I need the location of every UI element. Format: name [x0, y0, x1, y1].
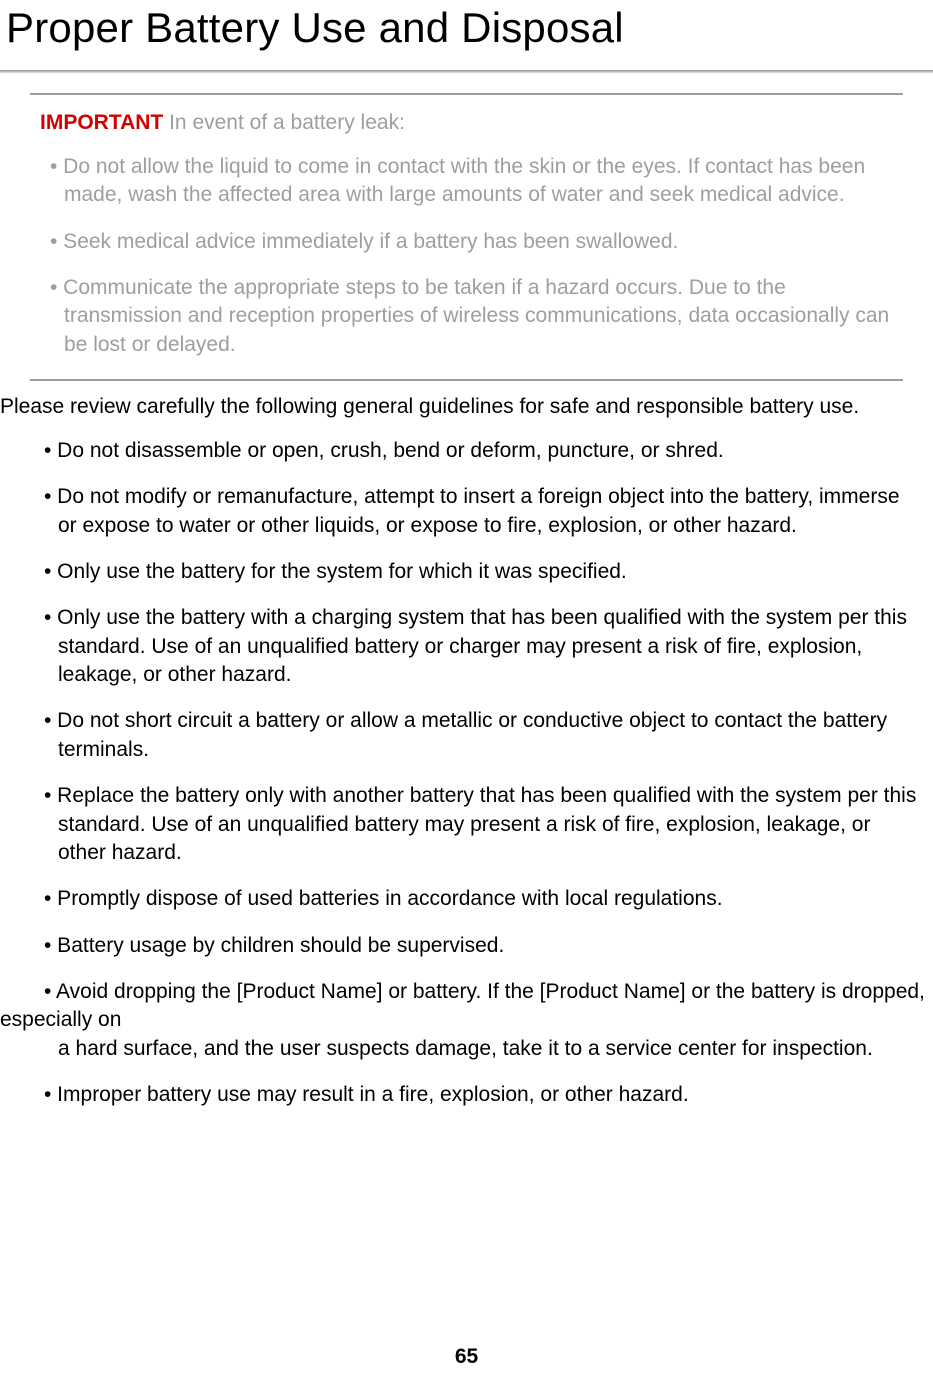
body-bullet-line: a hard surface, and the user suspects da…	[0, 1035, 933, 1063]
important-box: IMPORTANT In event of a battery leak: • …	[30, 95, 903, 379]
body-bullet-wrapped: • Avoid dropping the [Product Name] or b…	[0, 978, 933, 1063]
body-bullet: • Do not disassemble or open, crush, ben…	[0, 437, 933, 465]
body-bullet: • Promptly dispose of used batteries in …	[0, 885, 933, 913]
important-label: IMPORTANT	[40, 111, 163, 134]
body-bullet: • Replace the battery only with another …	[0, 782, 933, 867]
body-bullet: • Only use the battery for the system fo…	[0, 558, 933, 586]
important-lead-line: IMPORTANT In event of a battery leak:	[40, 111, 893, 135]
page-title: Proper Battery Use and Disposal	[0, 0, 933, 70]
body-bullet: • Do not modify or remanufacture, attemp…	[0, 483, 933, 540]
important-bullet: • Seek medical advice immediately if a b…	[40, 228, 893, 256]
intro-text: Please review carefully the following ge…	[0, 395, 933, 419]
important-lead-text: In event of a battery leak:	[163, 111, 405, 134]
body-bullet: • Only use the battery with a charging s…	[0, 604, 933, 689]
body-bullet: • Do not short circuit a battery or allo…	[0, 707, 933, 764]
body-bullet: • Battery usage by children should be su…	[0, 932, 933, 960]
page-number: 65	[0, 1345, 933, 1369]
horizontal-rule-outer	[0, 70, 933, 73]
important-box-rule-bottom	[30, 379, 903, 381]
important-bullet: • Do not allow the liquid to come in con…	[40, 153, 893, 210]
body-bullet: • Improper battery use may result in a f…	[0, 1081, 933, 1109]
document-page: Proper Battery Use and Disposal IMPORTAN…	[0, 0, 933, 1387]
body-bullet-line: especially on	[0, 1006, 933, 1034]
important-bullet: • Communicate the appropriate steps to b…	[40, 274, 893, 359]
body-bullet-line: • Avoid dropping the [Product Name] or b…	[0, 978, 933, 1006]
